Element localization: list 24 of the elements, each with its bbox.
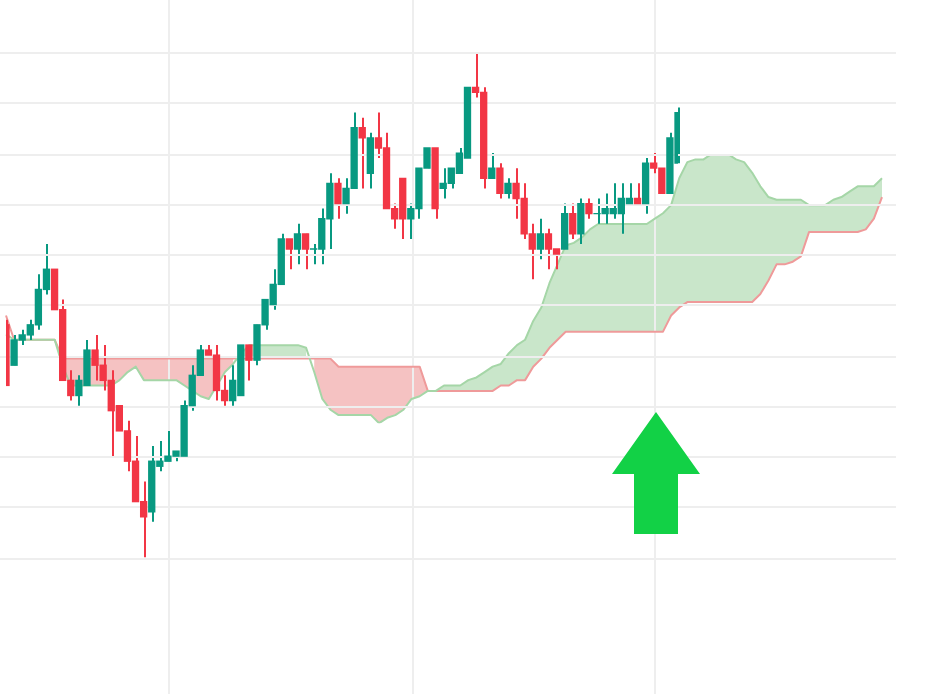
candlestick (164, 429, 172, 463)
candlestick (285, 237, 294, 271)
candlestick (504, 177, 512, 200)
candlestick (496, 162, 504, 200)
candlestick (212, 344, 221, 402)
candlestick (334, 177, 342, 220)
candlestick (577, 197, 585, 245)
candlestick (544, 227, 553, 271)
candlestick (91, 333, 99, 382)
candlestick (617, 182, 625, 235)
candlestick (245, 344, 253, 382)
candlestick (536, 217, 545, 261)
candlestick (399, 177, 407, 240)
candlestick (366, 131, 374, 190)
candlestick (601, 192, 609, 225)
candlestick (585, 197, 593, 220)
candlestick (560, 202, 569, 251)
candlestick (488, 152, 496, 180)
candlestick (641, 157, 650, 215)
candlestick (301, 232, 310, 271)
candlestick (569, 202, 577, 240)
candlestick (10, 333, 18, 367)
candlestick (358, 116, 366, 190)
candlestick (293, 222, 302, 266)
